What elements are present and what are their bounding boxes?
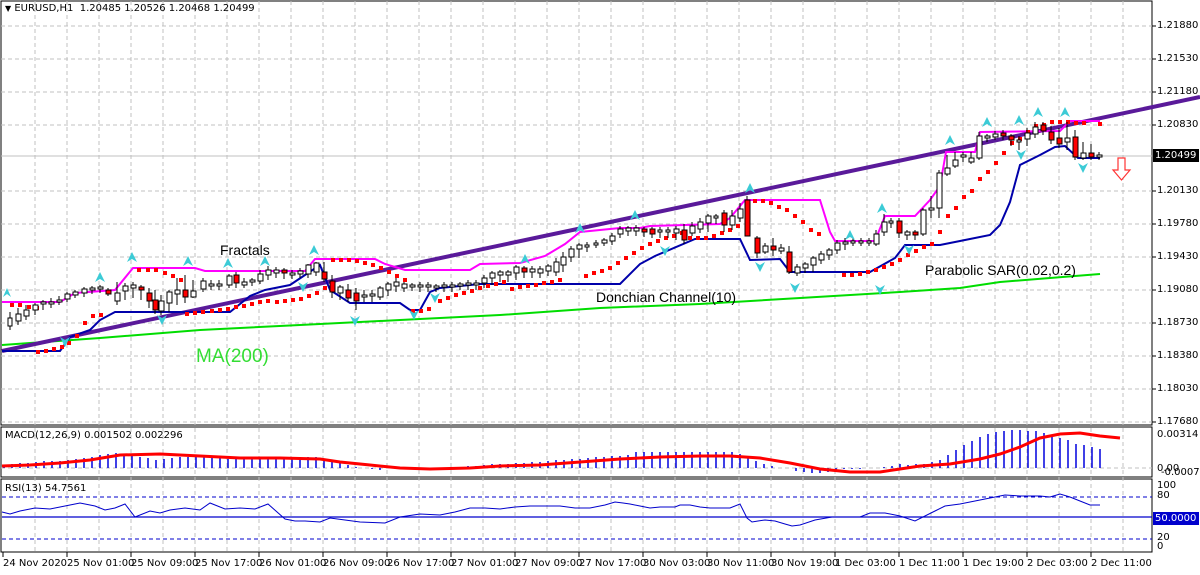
price-tick: 1.18030	[1157, 383, 1199, 394]
macd-histogram	[3, 430, 1101, 473]
annotation-ma: MA(200)	[196, 346, 269, 367]
current-price-tag: 1.20499	[1153, 149, 1199, 162]
sell-arrow-icon	[1111, 157, 1132, 181]
time-tick: 2 Dec 03:00	[1027, 558, 1088, 569]
time-tick: 26 Nov 17:00	[387, 558, 455, 569]
price-tick: 1.17680	[1157, 416, 1199, 427]
price-tick: 1.18380	[1157, 350, 1199, 361]
time-tick: 30 Nov 03:00	[643, 558, 711, 569]
price-axis-ticks	[1152, 25, 1156, 423]
rsi-line	[1, 493, 1100, 527]
price-tick: 1.18730	[1157, 317, 1199, 328]
candlesticks	[7, 122, 1103, 330]
time-tick: 26 Nov 01:00	[259, 558, 327, 569]
time-tick: 24 Nov 2020	[3, 558, 68, 569]
time-tick: 30 Nov 11:00	[707, 558, 775, 569]
macd-scale-top: 0.00314	[1157, 429, 1199, 440]
macd-frame	[0, 426, 1153, 478]
time-tick: 25 Nov 09:00	[131, 558, 199, 569]
macd-scale-zero: 0.00	[1157, 463, 1180, 474]
trendline	[1, 95, 1200, 353]
macd-scale-bottom: -0.000737	[1161, 467, 1200, 478]
rsi-scale-100: 100	[1157, 480, 1177, 491]
main-chart-frame	[0, 0, 1153, 426]
price-tick: 1.19780	[1157, 218, 1199, 229]
time-tick: 1 Dec 19:00	[963, 558, 1024, 569]
annotation-donchian: Donchian Channel(10)	[596, 289, 736, 305]
time-tick: 27 Nov 17:00	[579, 558, 647, 569]
time-tick: 2 Dec 11:00	[1091, 558, 1152, 569]
macd-signal-line	[1, 431, 1121, 474]
price-tick: 1.19430	[1157, 251, 1199, 262]
time-tick: 26 Nov 09:00	[323, 558, 391, 569]
time-tick: 27 Nov 01:00	[451, 558, 519, 569]
collapse-triangle-icon[interactable]: ▼	[5, 4, 12, 13]
price-tick: 1.21530	[1157, 53, 1199, 64]
annotation-sar: Parabolic SAR(0.02,0.2)	[925, 262, 1076, 278]
price-tick: 1.19080	[1157, 284, 1199, 295]
ohlc-values: 1.20485 1.20526 1.20468 1.20499	[79, 3, 255, 14]
price-tick: 1.20130	[1157, 185, 1199, 196]
rsi-level-tag: 50.0000	[1153, 512, 1199, 525]
price-tick: 1.21880	[1157, 20, 1199, 31]
time-tick: 1 Dec 11:00	[899, 558, 960, 569]
rsi-scale-20: 20	[1157, 532, 1170, 543]
rsi-label: RSI(13) 54.7561	[5, 483, 87, 494]
annotation-fractals: Fractals	[220, 242, 270, 258]
time-tick: 1 Dec 03:00	[835, 558, 896, 569]
price-tick: 1.20830	[1157, 119, 1199, 130]
time-tick: 27 Nov 09:00	[515, 558, 583, 569]
time-tick: 30 Nov 19:00	[771, 558, 839, 569]
fractals	[3, 107, 1088, 347]
time-tick: 25 Nov 17:00	[195, 558, 263, 569]
price-tick: 1.21180	[1157, 86, 1199, 97]
time-axis-ticks	[2, 552, 1092, 557]
rsi-frame	[0, 478, 1153, 553]
rsi-scale-0: 0	[1157, 541, 1164, 552]
macd-label: MACD(12,26,9) 0.001502 0.002296	[5, 430, 183, 441]
ma200-line	[1, 273, 1101, 346]
symbol-label: EURUSD,H1	[14, 3, 74, 14]
rsi-scale-80: 80	[1157, 490, 1170, 501]
chart-header: ▼ EURUSD,H1 1.20485 1.20526 1.20468 1.20…	[5, 3, 255, 14]
time-tick: 25 Nov 01:00	[67, 558, 135, 569]
